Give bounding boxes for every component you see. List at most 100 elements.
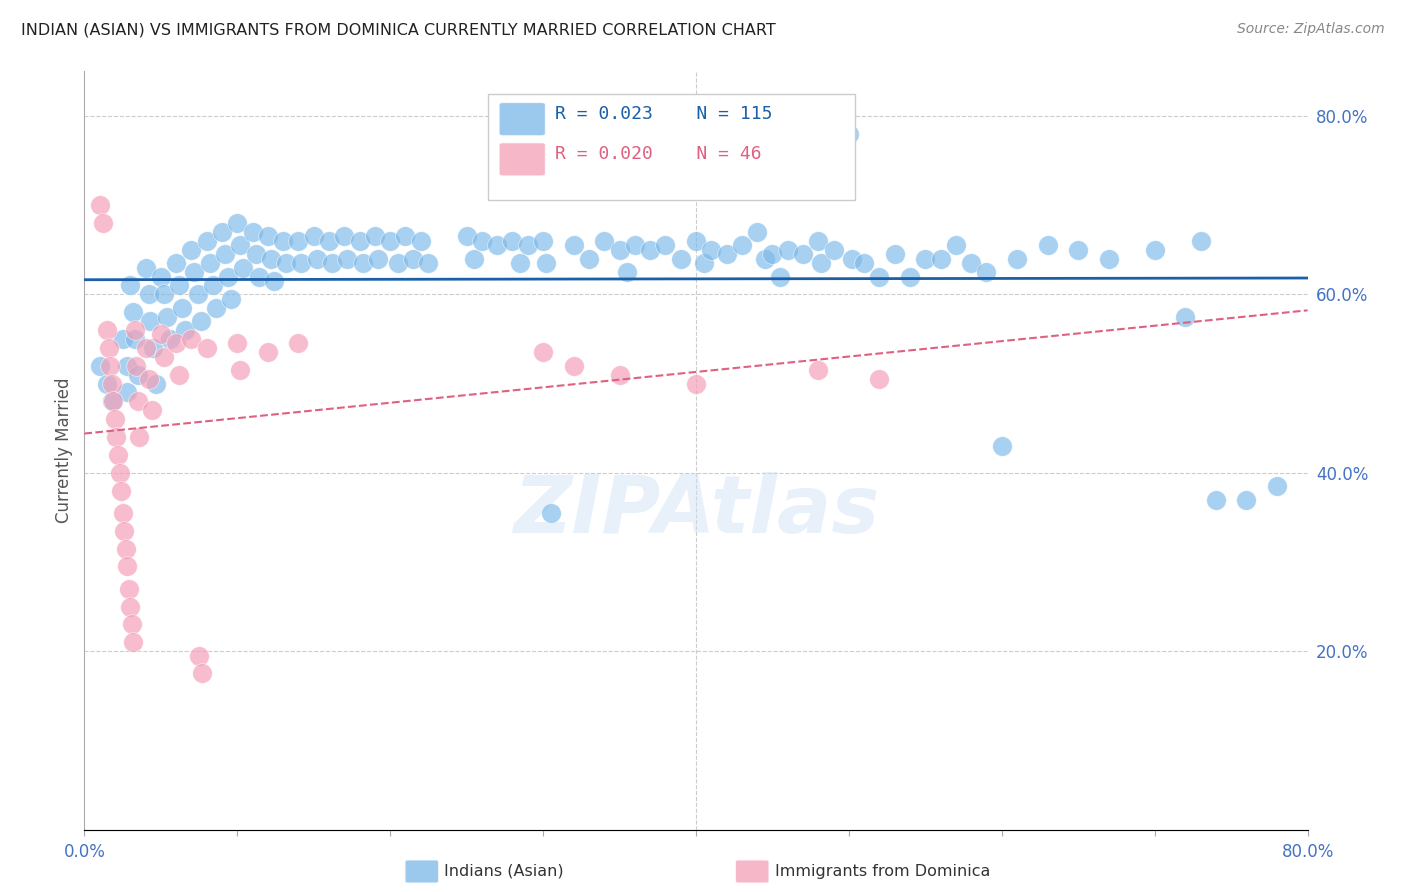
Point [111,332,134,346]
Point [540,506,562,520]
Point [807,363,830,377]
Point [991,439,1014,453]
Point [463,252,485,266]
Point [409,234,432,248]
Point [534,256,557,270]
Point [114,541,136,556]
Point [502,234,524,248]
Point [183,265,205,279]
Point [188,648,211,663]
Point [110,483,132,498]
Point [263,274,285,288]
Point [214,247,236,261]
Point [898,269,921,284]
Point [159,332,181,346]
Point [367,252,389,266]
Point [883,247,905,261]
FancyBboxPatch shape [488,95,855,201]
Point [98,359,121,373]
Point [1143,243,1166,257]
Point [107,448,129,462]
Point [769,269,792,284]
Point [195,341,218,355]
Point [260,252,283,266]
Point [149,269,172,284]
Point [226,216,249,230]
Point [364,229,387,244]
Point [380,234,402,248]
Point [976,265,998,279]
Point [290,256,312,270]
Point [167,278,190,293]
Point [869,372,891,386]
Point [1098,252,1121,266]
Point [336,252,359,266]
Point [118,582,141,596]
Point [101,376,124,391]
Point [1067,243,1090,257]
Point [853,256,876,270]
Point [205,301,228,315]
Point [716,247,738,261]
Point [257,229,280,244]
Point [402,252,425,266]
FancyBboxPatch shape [499,103,546,136]
Point [229,238,252,252]
Text: INDIAN (ASIAN) VS IMMIGRANTS FROM DOMINICA CURRENTLY MARRIED CORRELATION CHART: INDIAN (ASIAN) VS IMMIGRANTS FROM DOMINI… [21,22,776,37]
Point [810,256,832,270]
Point [1005,252,1028,266]
Point [153,350,176,364]
Point [685,234,707,248]
Point [219,292,242,306]
Point [754,252,776,266]
Point [1189,234,1212,248]
Point [124,332,146,346]
Point [387,256,409,270]
Point [841,252,863,266]
Point [115,385,138,400]
Point [165,336,187,351]
Point [456,229,478,244]
Point [287,336,309,351]
Point [1265,479,1288,493]
Point [180,332,202,346]
Point [276,256,298,270]
Point [823,243,845,257]
Point [96,323,118,337]
Point [305,252,328,266]
Point [135,260,157,275]
Point [89,359,111,373]
Point [112,524,135,538]
Point [138,372,160,386]
Point [172,301,194,315]
Point [776,243,799,257]
Point [145,376,167,391]
Point [638,243,661,257]
Point [124,323,146,337]
Point [122,305,145,319]
Point [945,238,967,252]
Point [669,252,692,266]
Point [141,403,163,417]
Point [186,287,208,301]
Point [593,234,616,248]
Point [692,256,714,270]
Point [190,314,212,328]
Point [562,238,585,252]
Point [838,127,860,141]
Point [89,198,111,212]
Point [869,269,891,284]
Point [247,269,270,284]
Point [578,252,600,266]
Point [731,238,754,252]
Point [191,666,214,681]
Point [165,256,187,270]
Point [394,229,416,244]
Point [245,247,267,261]
Point [167,368,190,382]
Point [616,265,638,279]
Point [242,225,264,239]
Point [352,256,374,270]
Point [97,341,120,355]
Point [792,247,814,261]
